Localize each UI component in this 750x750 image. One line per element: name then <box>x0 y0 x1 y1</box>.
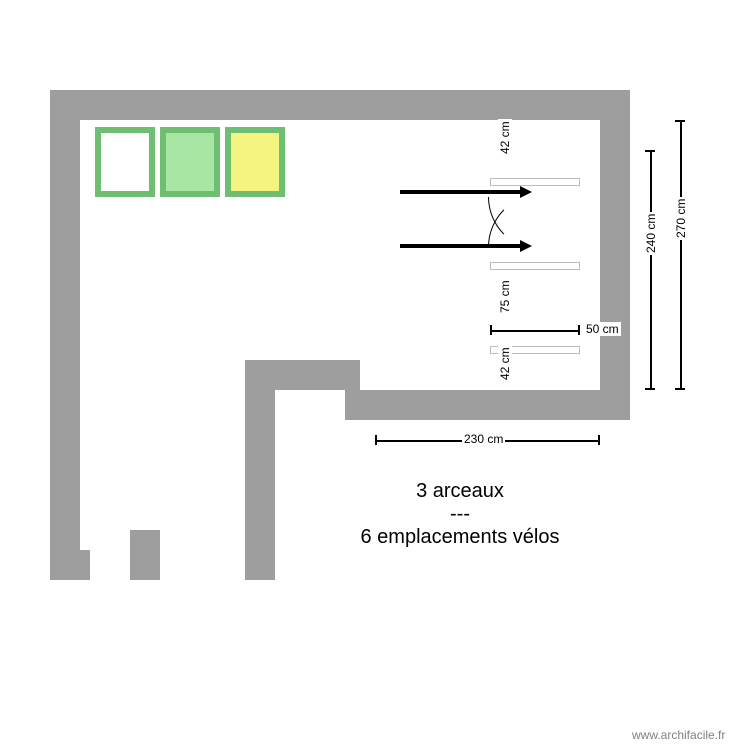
wall-segment <box>50 90 610 120</box>
caption-divider: --- <box>310 503 610 526</box>
dim-label-50: 50 cm <box>584 322 621 336</box>
wall-segment <box>245 360 360 390</box>
wall-segment <box>245 360 275 580</box>
dim-tick <box>490 325 492 335</box>
dim-tick <box>675 388 685 390</box>
dim-label-230: 230 cm <box>462 432 505 446</box>
cabinet-2 <box>160 127 220 197</box>
wall-segment <box>50 550 90 580</box>
caption-line1: 3 arceaux <box>310 480 610 503</box>
cabinet-1 <box>95 127 155 197</box>
caption-line2: 6 emplacements vélos <box>310 526 610 549</box>
bike-symbol-line <box>400 190 520 194</box>
wall-segment <box>600 90 630 410</box>
dim-tick <box>375 435 377 445</box>
dim-tick <box>645 388 655 390</box>
dim-label-75: 75 cm <box>498 278 512 315</box>
dim-line <box>490 330 580 332</box>
dim-label-42-top: 42 cm <box>498 119 512 156</box>
dim-tick <box>675 120 685 122</box>
cabinet-3 <box>225 127 285 197</box>
bike-rack <box>490 178 580 186</box>
caption-block: 3 arceaux --- 6 emplacements vélos <box>310 480 610 549</box>
dim-label-42-bottom: 42 cm <box>498 345 512 382</box>
wall-segment <box>50 90 80 550</box>
bike-swing-arc <box>488 144 594 250</box>
wall-segment <box>345 390 630 420</box>
watermark: www.archifacile.fr <box>632 728 725 742</box>
bike-rack <box>490 262 580 270</box>
wall-segment <box>130 530 160 580</box>
dim-tick <box>598 435 600 445</box>
dim-label-240: 240 cm <box>644 212 658 255</box>
bike-symbol-line <box>400 244 520 248</box>
dim-line <box>650 150 652 390</box>
dim-tick <box>645 150 655 152</box>
dim-line <box>680 120 682 390</box>
dim-tick <box>578 325 580 335</box>
dim-label-270: 270 cm <box>674 197 688 240</box>
